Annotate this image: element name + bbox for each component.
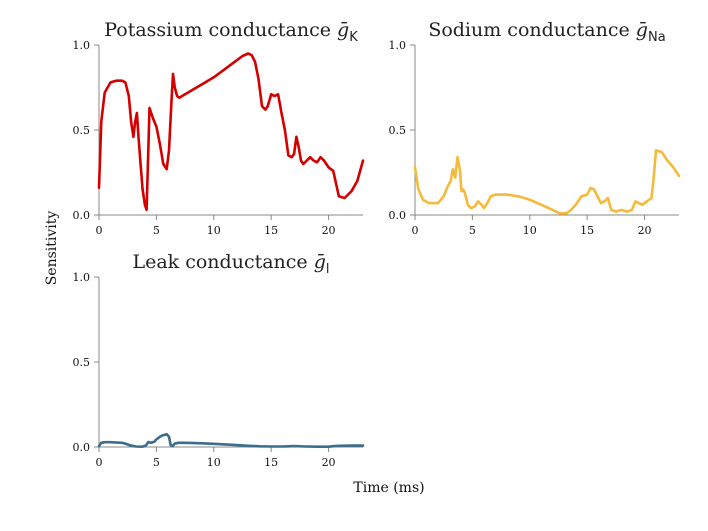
x-tick-label: 15	[580, 224, 594, 237]
panel-title-subscript: K	[349, 30, 358, 45]
x-tick-label: 0	[96, 456, 103, 469]
x-tick-label: 0	[96, 224, 103, 237]
panel-title-subscript: Na	[648, 30, 666, 45]
x-tick-label: 20	[322, 224, 336, 237]
panel-3: Leak conductance ḡl 0.0 0.5 1.0 0 5 10 15 20	[73, 251, 365, 469]
panel-1: Potassium conductance ḡK 0.0 0.5 1.0 0 5 10 15…	[73, 19, 365, 237]
panel-title: Potassium conductance ḡK	[104, 19, 358, 45]
x-tick-label: 5	[469, 224, 476, 237]
x-tick-label: 10	[523, 224, 537, 237]
y-tick-label: 0.0	[73, 209, 91, 222]
y-tick-label: 0.5	[73, 356, 91, 369]
x-tick-label: 20	[322, 456, 336, 469]
x-tick-label: 10	[207, 224, 221, 237]
x-tick-label: 5	[153, 456, 160, 469]
panel-title: Leak conductance ḡl	[132, 251, 329, 277]
x-tick-label: 0	[412, 224, 419, 237]
panel-title-subscript: l	[326, 262, 330, 277]
series-line	[97, 433, 365, 448]
panel-title-text: Potassium conductance	[104, 19, 337, 41]
y-axis-label: Sensitivity	[44, 211, 60, 286]
y-tick-label: 0.0	[389, 209, 407, 222]
x-tick-label: 15	[264, 224, 278, 237]
x-tick-label: 15	[264, 456, 278, 469]
series-line	[97, 52, 365, 212]
panel-title-text: Leak conductance	[132, 251, 313, 273]
panel-title-symbol: ḡ	[636, 19, 648, 41]
panel-2: Sodium conductance ḡNa 0.0 0.5 1.0 0 5 10 15 20	[389, 19, 681, 237]
y-tick-label: 0.5	[73, 124, 91, 137]
x-tick-label: 10	[207, 456, 221, 469]
panel-title: Sodium conductance ḡNa	[428, 19, 665, 45]
y-tick-label: 0.0	[73, 441, 91, 454]
panel-title-text: Sodium conductance	[428, 19, 635, 41]
y-tick-label: 1.0	[73, 39, 91, 52]
panel-title-symbol: ḡ	[314, 251, 326, 273]
series-line	[413, 149, 681, 215]
y-tick-label: 1.0	[389, 39, 407, 52]
x-tick-label: 20	[638, 224, 652, 237]
y-tick-label: 1.0	[73, 271, 91, 284]
y-tick-label: 0.5	[389, 124, 407, 137]
x-axis-label: Time (ms)	[353, 480, 424, 496]
panel-title-symbol: ḡ	[337, 19, 349, 41]
x-tick-label: 5	[153, 224, 160, 237]
